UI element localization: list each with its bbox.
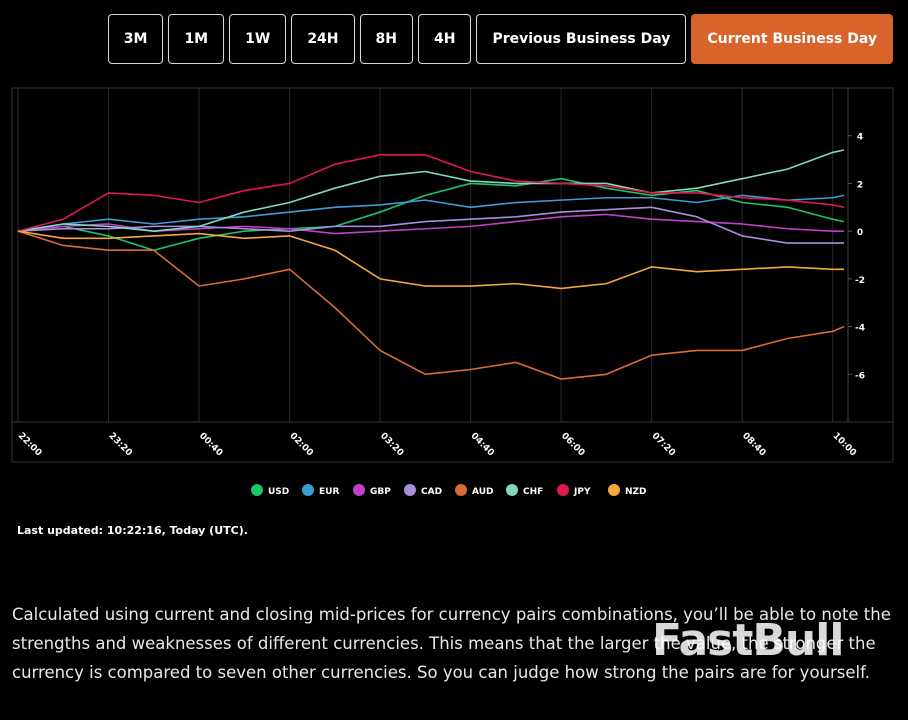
x-tick-label: 10:00 bbox=[831, 431, 858, 458]
legend-label: EUR bbox=[319, 487, 339, 497]
legend-label: NZD bbox=[625, 487, 647, 497]
legend-swatch bbox=[455, 484, 467, 496]
description: Calculated using current and closing mid… bbox=[12, 605, 891, 682]
range-button[interactable]: 24H bbox=[291, 14, 355, 64]
range-buttons: 3M 1M 1W 24H 8H 4H Previous Business Day Curren… bbox=[107, 14, 893, 64]
series-line bbox=[17, 206, 844, 244]
legend-swatch bbox=[404, 484, 416, 496]
x-tick-label: 08:40 bbox=[740, 431, 767, 458]
legend-label: AUD bbox=[472, 487, 493, 497]
y-tick-label: -2 bbox=[855, 276, 865, 286]
legend-swatch bbox=[557, 484, 569, 496]
range-button[interactable]: Current Business Day bbox=[691, 14, 893, 64]
range-button[interactable]: 3M bbox=[107, 14, 164, 64]
chart-frame bbox=[11, 87, 894, 463]
series-line bbox=[17, 177, 845, 252]
series-line bbox=[17, 149, 845, 232]
legend-label: JPY bbox=[573, 487, 591, 497]
range-button[interactable]: Previous Business Day bbox=[476, 14, 687, 64]
legend-label: CHF bbox=[523, 487, 543, 497]
y-tick-label: 0 bbox=[857, 228, 863, 238]
y-tick-label: -6 bbox=[855, 371, 865, 381]
x-tick-label: 23:20 bbox=[106, 431, 133, 458]
legend-label: CAD bbox=[421, 487, 442, 497]
legend-swatch bbox=[251, 484, 263, 496]
x-tick-label: 03:20 bbox=[378, 431, 405, 458]
x-tick-label: 04:40 bbox=[468, 431, 495, 458]
watermark: FastBull bbox=[652, 615, 844, 666]
series-line bbox=[17, 154, 845, 232]
last-updated: Last updated: 10:22:16, Today (UTC). bbox=[17, 524, 248, 537]
legend-swatch bbox=[302, 484, 314, 496]
legend-label: USD bbox=[268, 487, 289, 497]
range-button[interactable]: 1M bbox=[168, 14, 225, 64]
legend-swatch bbox=[353, 484, 365, 496]
x-tick-label: 22:00 bbox=[16, 431, 43, 458]
x-tick-label: 07:20 bbox=[650, 431, 677, 458]
x-tick-label: 02:00 bbox=[287, 431, 314, 458]
chart: 22:00 23:20 00:40 02:00 03:20 04:40 06:00 07:20… bbox=[11, 87, 894, 497]
y-tick-label: 2 bbox=[857, 180, 863, 190]
legend-swatch bbox=[506, 484, 518, 496]
y-tick-label: -4 bbox=[855, 324, 865, 334]
range-button[interactable]: 4H bbox=[417, 14, 472, 64]
range-button[interactable]: 1W bbox=[229, 14, 287, 64]
x-tick-label: 06:00 bbox=[559, 431, 586, 458]
x-tick-label: 00:40 bbox=[197, 431, 224, 458]
legend-swatch bbox=[608, 484, 620, 496]
series-line bbox=[17, 230, 845, 380]
series-line bbox=[17, 230, 844, 290]
y-tick-label: 4 bbox=[857, 133, 863, 143]
legend-label: GBP bbox=[370, 487, 391, 497]
range-button[interactable]: 8H bbox=[359, 14, 413, 64]
